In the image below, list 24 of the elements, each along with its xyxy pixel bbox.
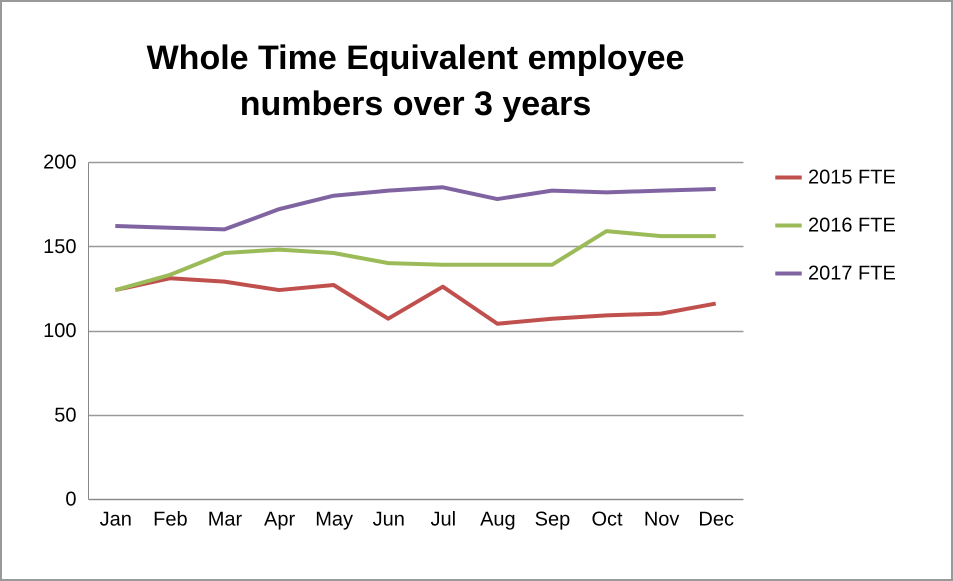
y-tick-label: 200 bbox=[43, 152, 76, 174]
x-tick-label: Aug bbox=[480, 508, 516, 530]
chart-title: Whole Time Equivalent employee numbers over 3 years bbox=[146, 39, 684, 123]
line-series bbox=[113, 229, 718, 292]
x-tick-label: Mar bbox=[208, 508, 243, 530]
legend-label: 2016 FTE bbox=[808, 214, 896, 236]
x-tick-label: Feb bbox=[153, 508, 188, 530]
y-tick-label: 100 bbox=[43, 320, 76, 342]
x-tick-label: Jan bbox=[100, 508, 132, 530]
x-tick-label: Jun bbox=[372, 508, 405, 530]
x-tick-label: Apr bbox=[264, 508, 296, 530]
line-series bbox=[113, 276, 718, 326]
line-series bbox=[113, 185, 718, 232]
legend-label: 2015 FTE bbox=[808, 166, 896, 188]
x-tick-label: May bbox=[315, 508, 354, 530]
legend-label: 2017 FTE bbox=[808, 262, 896, 284]
x-tick-label: Jul bbox=[430, 508, 456, 530]
x-tick-label: Nov bbox=[644, 508, 680, 530]
x-tick-label: Sep bbox=[534, 508, 570, 530]
x-tick-label: Dec bbox=[698, 508, 734, 530]
y-tick-label: 150 bbox=[43, 236, 76, 258]
y-tick-label: 50 bbox=[54, 404, 76, 426]
y-tick-label: 0 bbox=[65, 488, 76, 510]
x-tick-label: Oct bbox=[591, 508, 624, 530]
